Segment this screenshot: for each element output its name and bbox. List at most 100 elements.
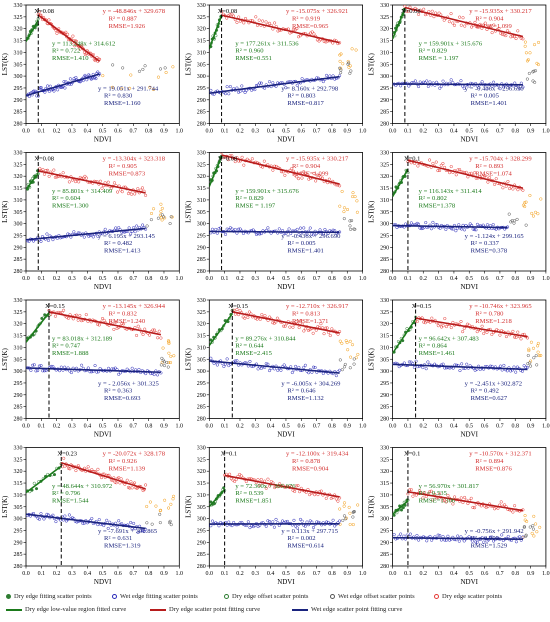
wet-fit-equation: y = - 2.056x + 301.325 xyxy=(98,380,159,387)
y-axis-title: LST(K) xyxy=(1,200,9,223)
dry-edge-point xyxy=(508,187,512,191)
dry-fit-rmse: RMSE=0.965 xyxy=(292,23,329,30)
y-tick-label: 310 xyxy=(380,198,389,204)
wet-fit-point xyxy=(59,365,63,369)
wet-offset-point xyxy=(534,354,538,358)
dry-edge-point xyxy=(126,192,131,196)
x-tick-label: 0.4 xyxy=(267,424,275,430)
x-tick-label: 1.0 xyxy=(176,129,184,135)
plot-area xyxy=(392,488,542,544)
dry-edge-point xyxy=(97,323,101,327)
dry-edge-point xyxy=(488,176,492,180)
x-tick-label: 0.0 xyxy=(206,276,214,282)
plot-area xyxy=(209,307,360,378)
x-tick-label: 0.8 xyxy=(145,276,153,282)
dry-fit-point xyxy=(32,481,36,485)
dry-edge-point xyxy=(61,171,65,175)
dry-edge-point xyxy=(415,319,419,324)
dry-fit-line xyxy=(407,490,524,512)
x-tick-label: 0.5 xyxy=(466,424,474,430)
x-tick-label: 0.4 xyxy=(84,276,92,282)
wet-offset-point xyxy=(353,227,357,231)
y-tick-label: 325 xyxy=(14,162,23,168)
dry-edge-point xyxy=(296,484,300,488)
y-tick-label: 330 xyxy=(14,3,23,9)
x-tick-label: 0.8 xyxy=(511,424,519,430)
dry-edge-point xyxy=(259,477,263,482)
dry-offset-point xyxy=(523,44,527,48)
wet-fit-line xyxy=(392,224,508,229)
y-tick-label: 325 xyxy=(380,310,389,316)
x-tick-label: 0.9 xyxy=(344,424,352,430)
plot-area xyxy=(26,456,176,535)
x-tick-label: 0.1 xyxy=(404,571,412,577)
y-tick-label: 325 xyxy=(14,457,23,463)
y-tick-label: 285 xyxy=(380,110,389,116)
wet-fit-point xyxy=(524,365,528,369)
dry-edge-point xyxy=(338,330,342,334)
x-tick-label: 1.0 xyxy=(542,276,550,282)
wet-fit-point xyxy=(465,362,469,366)
x-tick-label: 0.5 xyxy=(282,424,290,430)
wet-fit-point xyxy=(152,372,156,377)
dry-edge-point xyxy=(416,164,420,168)
dry-fit-rmse: RMSE=1.099 xyxy=(292,170,329,177)
dry-edge-point xyxy=(463,24,467,28)
wet-fit-point xyxy=(277,227,281,231)
dry-edge-point xyxy=(502,33,506,37)
dry-fit-r2: R² = 0.905 xyxy=(109,163,138,170)
dry-edge-point xyxy=(454,173,458,177)
wet-fit-point xyxy=(472,228,477,232)
wet-fit-equation: y = 8.160x + 292.798 xyxy=(281,85,339,92)
wet-fit-rmse: RMSE=1.132 xyxy=(287,395,324,402)
dry-offset-point xyxy=(539,353,543,358)
x-tick-label: 0.1 xyxy=(404,129,412,135)
wet-fit-rmse: RMSE=1.160 xyxy=(104,100,141,107)
wet-offset-point xyxy=(348,219,352,223)
dry-offset-point xyxy=(167,351,171,355)
dry-offset-point xyxy=(526,58,530,62)
x-tick-label: 0.9 xyxy=(344,276,352,282)
dry-edge-point xyxy=(463,495,467,499)
wet-fit-point xyxy=(456,534,460,538)
x-tick-label: 0.6 xyxy=(114,424,122,430)
x-tick-label: 0.1 xyxy=(221,424,229,430)
wet-fit-rmse: RMSE=0.378 xyxy=(471,248,508,255)
dry-edge-point xyxy=(319,489,323,493)
wet-fit-point xyxy=(86,366,90,370)
wet-offset-point xyxy=(160,213,164,217)
dry-offset-point xyxy=(163,216,167,220)
wet-fit-point xyxy=(114,226,118,230)
y-tick-label: 320 xyxy=(380,174,389,180)
wet-fit-point xyxy=(129,232,133,236)
wet-fit-point xyxy=(417,84,421,89)
wet-fit-point xyxy=(36,369,40,373)
y-axis-title: LST(K) xyxy=(1,348,9,371)
wet-fit-point xyxy=(405,533,409,537)
dry-edge-point xyxy=(115,326,119,330)
wet-fit-point xyxy=(142,529,146,534)
wet-fit-point xyxy=(82,235,86,239)
y-tick-label: 295 xyxy=(197,233,206,239)
wet-offset-point xyxy=(526,353,530,358)
dry-low-fit-rmse: RMSE=1.851 xyxy=(235,498,272,505)
wet-fit-point xyxy=(521,85,525,89)
dry-edge-point xyxy=(328,333,332,338)
y-tick-label: 285 xyxy=(197,110,206,116)
wet-fit-point xyxy=(502,363,506,367)
wet-fit-r2: R² = 0.002 xyxy=(287,535,315,542)
x-tick-label: 0.7 xyxy=(496,424,504,430)
wet-fit-point xyxy=(460,227,464,231)
legend-item-dry-points: Dry edge scatter points xyxy=(434,593,502,600)
dry-edge-point xyxy=(302,170,306,174)
dry-fit-equation: y = -13.145x + 326.944 xyxy=(103,303,166,310)
wet-offset-point xyxy=(524,223,528,227)
y-tick-label: 285 xyxy=(380,405,389,411)
dry-offset-point xyxy=(166,339,171,343)
x-tick-label: 0.9 xyxy=(527,129,535,135)
wet-fit-point xyxy=(498,87,502,91)
y-tick-label: 315 xyxy=(380,481,389,487)
x-tick-label: 1.0 xyxy=(359,424,367,430)
plot-area xyxy=(26,308,176,377)
legend-swatch xyxy=(6,594,11,599)
